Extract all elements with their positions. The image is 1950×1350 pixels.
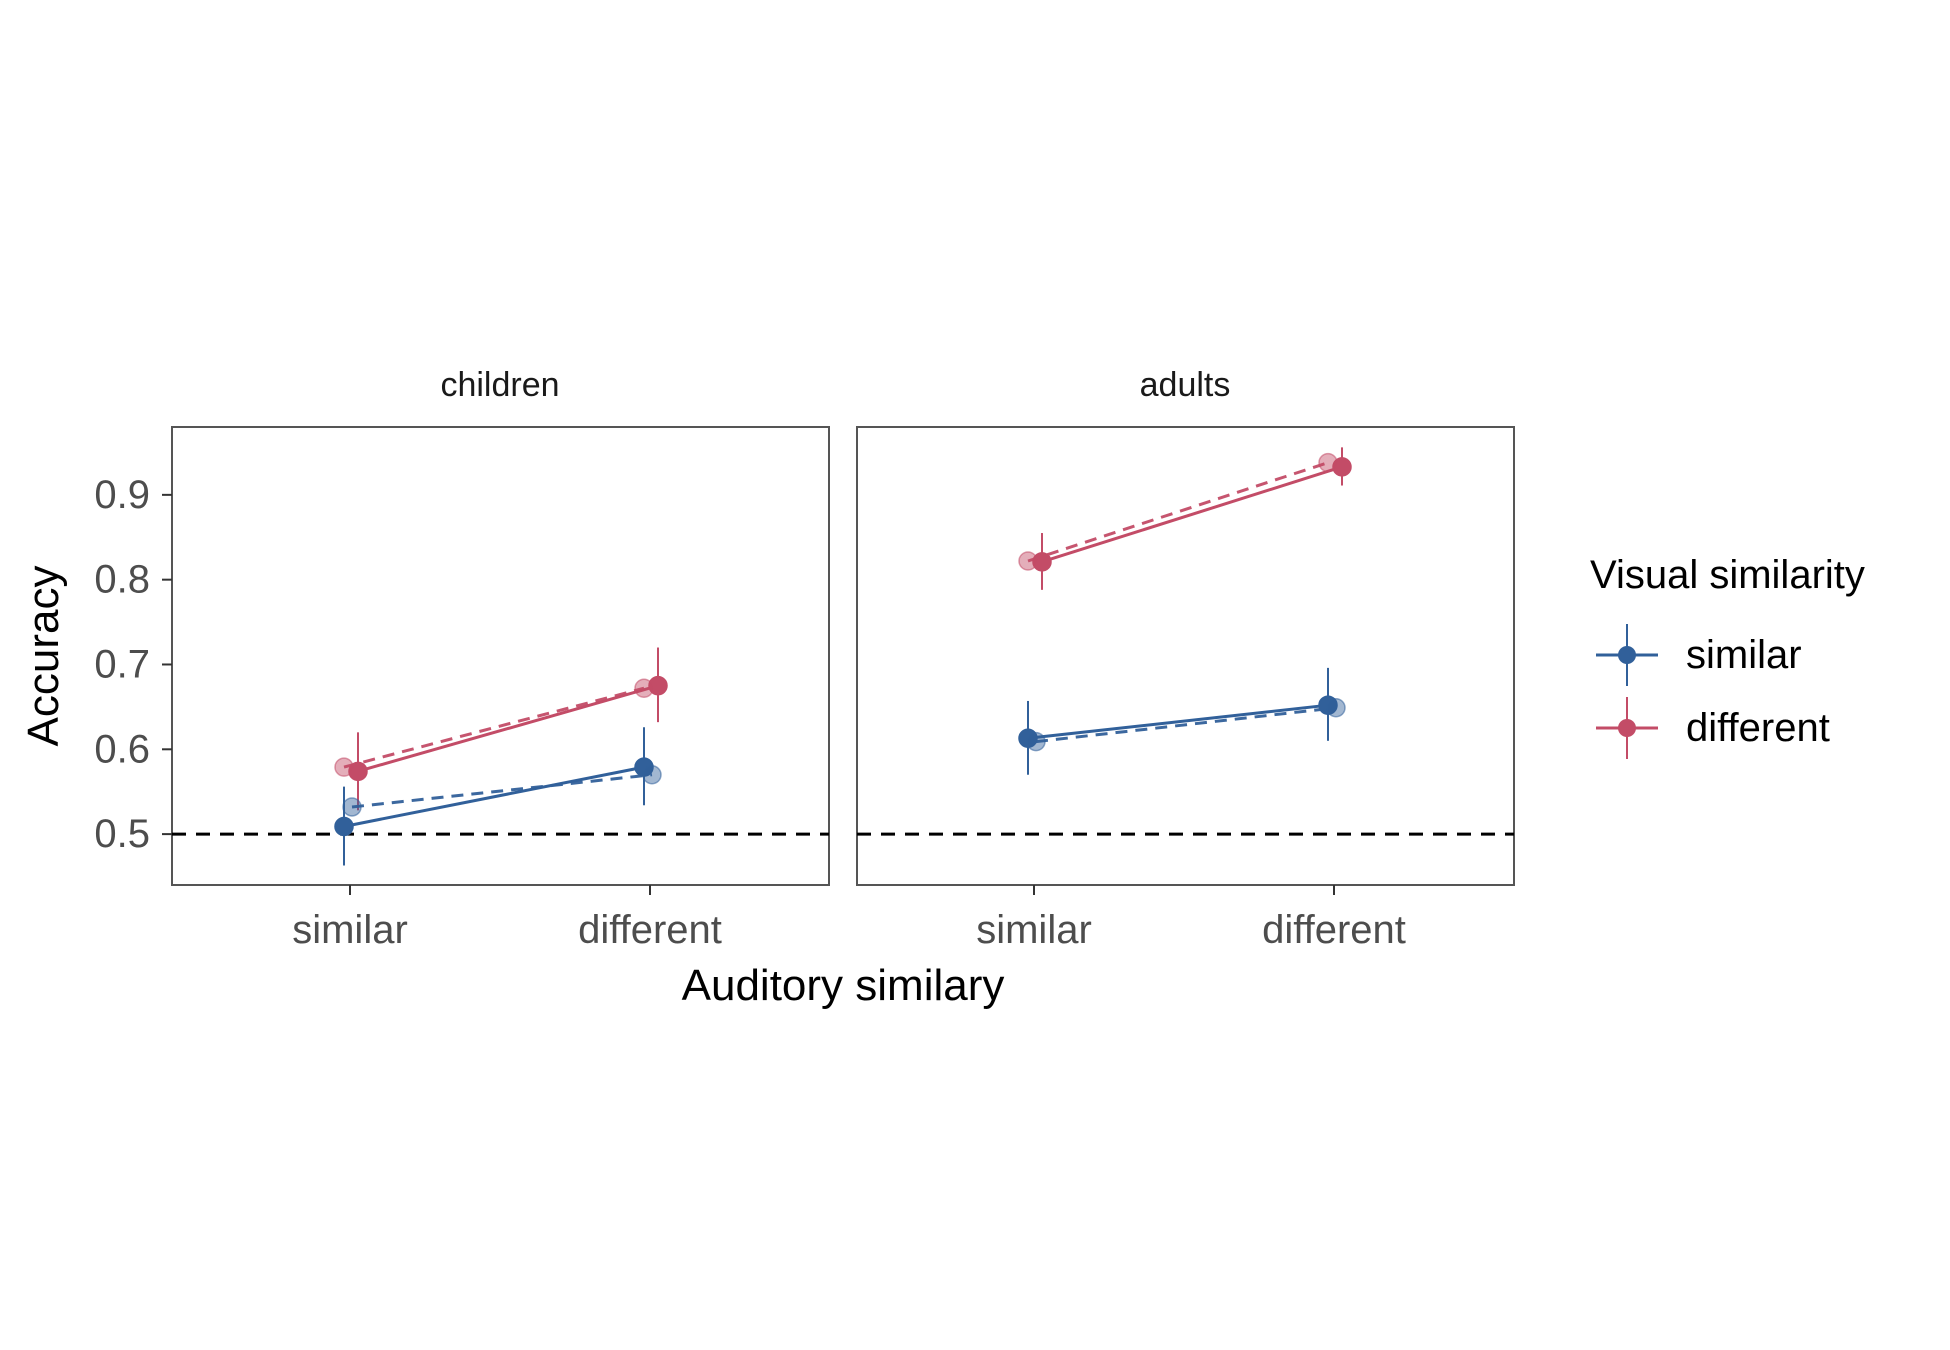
panel-frame-adults: [856, 426, 1515, 886]
x-tick-label-different-0: different: [578, 908, 722, 952]
legend: Visual similarity similar different: [1590, 553, 1865, 759]
legend-keys: [1596, 624, 1658, 759]
panel-adults: [856, 426, 1515, 886]
series-line-children-different-model: [343, 686, 645, 769]
data-point-children-different-model-0: [334, 757, 354, 777]
series-line-adults-similar-model: [1035, 706, 1337, 744]
panel-frame-children: [171, 426, 830, 886]
legend-key-point-different: [1618, 719, 1636, 737]
data-point-children-similar-observed-0: [334, 816, 354, 837]
data-point-adults-different-model-0: [1018, 551, 1038, 571]
panel-children: [171, 426, 830, 886]
x-tick-label-similar-0: similar: [292, 908, 408, 952]
series-line-adults-similar-observed: [1027, 703, 1329, 740]
legend-key-point-similar: [1618, 646, 1636, 664]
data-point-adults-similar-model-1: [1326, 697, 1346, 718]
y-tick-label-0.9: 0.9: [94, 473, 150, 517]
legend-title: Visual similarity: [1590, 553, 1865, 597]
y-tick-label-0.7: 0.7: [94, 642, 150, 686]
series-line-children-similar-observed: [343, 765, 645, 828]
series-line-children-similar-model: [351, 773, 653, 809]
x-axis: similar different similar different: [292, 885, 1406, 952]
y-axis-title: Accuracy: [19, 566, 68, 747]
y-tick-label-0.8: 0.8: [94, 558, 150, 602]
x-axis-title: Auditory similary: [682, 961, 1005, 1010]
y-axis: 0.5 0.6 0.7 0.8 0.9: [94, 473, 172, 856]
legend-label-similar: similar: [1686, 633, 1802, 677]
y-tick-label-0.5: 0.5: [94, 812, 150, 856]
data-point-children-similar-model-1: [642, 764, 662, 785]
series-line-children-different-observed: [357, 684, 659, 773]
series-line-adults-different-model: [1027, 461, 1329, 563]
panel-title-adults: adults: [1140, 366, 1231, 404]
series-line-adults-different-observed: [1041, 465, 1343, 564]
x-tick-label-different-1: different: [1262, 908, 1406, 952]
panel-title-children: children: [440, 366, 559, 404]
data-point-adults-similar-model-0: [1026, 731, 1046, 752]
x-tick-label-similar-1: similar: [976, 908, 1092, 952]
data-point-children-different-model-1: [634, 678, 654, 698]
y-tick-label-0.6: 0.6: [94, 727, 150, 771]
legend-label-different: different: [1686, 706, 1830, 750]
data-point-children-similar-observed-1: [634, 757, 654, 777]
data-point-children-similar-model-0: [342, 797, 362, 817]
data-point-adults-different-model-1: [1318, 452, 1338, 473]
